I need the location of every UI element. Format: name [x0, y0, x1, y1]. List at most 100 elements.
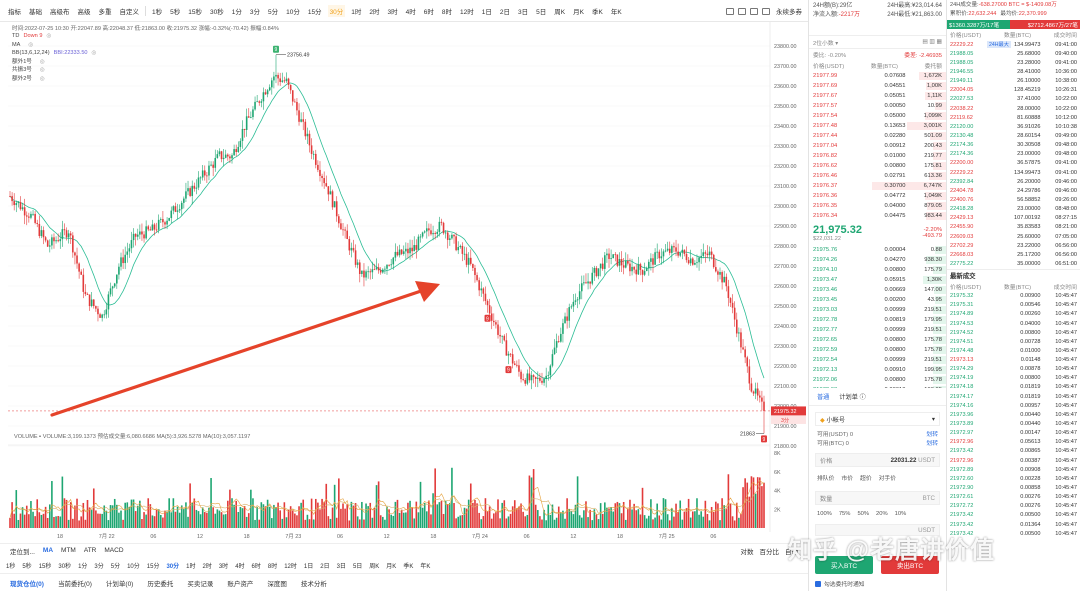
bid-row[interactable]: 21973.47 0.05915 1,30K — [809, 275, 946, 285]
toolbar-item-12[interactable]: 5分 — [267, 8, 279, 16]
indicator-tab-4[interactable]: MACD — [104, 547, 124, 554]
big-order-row[interactable]: 22120.00 36.91026 10:10:38 — [947, 122, 1080, 131]
toolbar-item-8[interactable]: 15秒 — [188, 8, 202, 16]
checkbox-icon[interactable] — [815, 580, 821, 587]
ask-row[interactable]: 21976.36 0.04772 1,049K — [809, 191, 946, 201]
ask-row[interactable]: 21976.46 0.02791 613.36 — [809, 171, 946, 181]
toolbar-item-5[interactable]: 自定义 — [119, 8, 140, 16]
account-tab-7[interactable]: 技术分析 — [300, 580, 327, 588]
big-order-row[interactable]: 22229.22 24H最大 134.99473 09:41:00 — [947, 40, 1080, 49]
scale-option-0[interactable]: 对数 — [740, 548, 754, 556]
big-order-row[interactable]: 22668.03 25.17200 06:56:00 — [947, 250, 1080, 259]
interval-tab-5[interactable]: 3分 — [94, 563, 104, 570]
eye-icon[interactable]: ◎ — [39, 75, 45, 82]
account-tab-4[interactable]: 买卖记录 — [187, 580, 214, 588]
toolbar-item-14[interactable]: 15分 — [307, 8, 322, 16]
sell-button[interactable]: 卖出BTC — [881, 556, 939, 574]
bid-row[interactable]: 21972.59 0.00800 175.78 — [809, 345, 946, 355]
price-field[interactable]: 价格 22031.22 USDT — [815, 453, 940, 467]
toolbar-item-26[interactable]: 5日 — [536, 8, 547, 16]
interval-tab-3[interactable]: 30秒 — [58, 563, 72, 570]
big-order-row[interactable]: 22174.36 23.00000 09:48:00 — [947, 150, 1080, 159]
big-order-row[interactable]: 22119.62 81.60888 10:12:00 — [947, 113, 1080, 122]
interval-tab-8[interactable]: 15分 — [146, 563, 160, 570]
buy-button[interactable]: 买入BTC — [815, 556, 873, 574]
ask-row[interactable]: 21977.57 0.00050 10.99 — [809, 101, 946, 111]
toolbar-item-10[interactable]: 1分 — [231, 8, 242, 16]
percent-2[interactable]: 50% — [857, 511, 870, 517]
ask-row[interactable]: 21977.04 0.00912 200.43 — [809, 141, 946, 151]
big-order-row[interactable]: 22429.13 107.00192 08:27:15 — [947, 214, 1080, 223]
interval-tab-12[interactable]: 3时 — [218, 563, 229, 570]
percent-0[interactable]: 100% — [817, 511, 832, 517]
ask-row[interactable]: 21976.35 0.04000 879.05 — [809, 201, 946, 211]
interval-tab-6[interactable]: 5分 — [110, 563, 121, 570]
interval-tab-22[interactable]: 月K — [386, 563, 397, 570]
account-tab-5[interactable]: 账户资产 — [227, 580, 254, 588]
toolbar-item-28[interactable]: 月K — [573, 8, 584, 16]
scale-option-2[interactable]: 自动 — [785, 548, 798, 556]
toolbar-right-label[interactable]: 永续多券 — [776, 9, 802, 16]
total-field[interactable]: USDT — [815, 524, 940, 536]
quick-price-0[interactable]: 排队价 — [817, 476, 835, 482]
interval-tab-18[interactable]: 2日 — [320, 563, 330, 570]
bid-row[interactable]: 21974.26 0.04270 938.30 — [809, 255, 946, 265]
transfer-link-btc[interactable]: 划转 — [926, 441, 938, 447]
interval-tab-13[interactable]: 4时 — [235, 563, 245, 570]
interval-tab-16[interactable]: 12时 — [284, 563, 297, 570]
toolbar-item-21[interactable]: 8时 — [441, 8, 453, 16]
toolbar-item-2[interactable]: 高级布 — [50, 8, 70, 16]
bid-row[interactable]: 21972.54 0.00999 219.51 — [809, 355, 946, 365]
big-order-row[interactable]: 22229.22 134.99473 09:41:00 — [947, 168, 1080, 177]
bid-row[interactable]: 21973.46 0.00669 147.00 — [809, 285, 946, 295]
toolbar-item-9[interactable]: 30秒 — [209, 8, 224, 16]
interval-tab-20[interactable]: 5日 — [352, 563, 363, 570]
indicator-tab-0[interactable]: 定位到... — [10, 548, 35, 556]
big-order-row[interactable]: 22027.53 37.41000 10:22:00 — [947, 95, 1080, 104]
ask-row[interactable]: 21976.37 0.30700 6,747K — [809, 181, 946, 191]
toolbar-item-3[interactable]: 高级 — [77, 8, 91, 16]
indicator-tab-2[interactable]: MTM — [61, 547, 76, 554]
bid-row[interactable]: 21974.10 0.00800 175.79 — [809, 265, 946, 275]
toolbar-item-16[interactable]: 1时 — [351, 8, 362, 16]
account-tab-2[interactable]: 计划单(0) — [105, 580, 134, 588]
toolbar-item-29[interactable]: 季K — [591, 8, 603, 16]
ask-row[interactable]: 21977.99 0.07608 1,672K — [809, 71, 946, 81]
transfer-link-usdt[interactable]: 划转 — [926, 432, 938, 438]
bid-row[interactable]: 21972.65 0.00800 175.78 — [809, 335, 946, 345]
big-order-row[interactable]: 21988.05 23.28000 09:41:00 — [947, 58, 1080, 67]
quick-price-1[interactable]: 市价 — [841, 476, 854, 482]
ask-row[interactable]: 21976.62 0.00800 175.81 — [809, 161, 946, 171]
indicator-tab-1[interactable]: MA — [42, 547, 54, 554]
quick-price-2[interactable]: 超价 — [860, 476, 872, 482]
big-order-row[interactable]: 22775.22 35.00000 06:51:00 — [947, 259, 1080, 268]
percent-4[interactable]: 10% — [894, 511, 907, 517]
candlestick-chart[interactable]: 23800.00 23700.00 23600.00 23500.00 23400.00… — [0, 22, 808, 543]
indicator-tab-3[interactable]: ATR — [83, 547, 97, 554]
toolbar-item-22[interactable]: 12时 — [460, 8, 474, 16]
big-order-row[interactable]: 22418.28 23.00000 08:48:00 — [947, 205, 1080, 214]
big-order-row[interactable]: 21946.55 28.41000 10:36:00 — [947, 67, 1080, 76]
big-order-row[interactable]: 22174.36 30.30508 09:48:00 — [947, 141, 1080, 150]
toolbar-item-11[interactable]: 3分 — [249, 8, 260, 16]
toolbar-item-20[interactable]: 6时 — [423, 8, 434, 16]
toolbar-item-4[interactable]: 多重 — [98, 8, 112, 16]
quick-price-3[interactable]: 对手价 — [878, 476, 897, 482]
eye-icon[interactable]: ◎ — [46, 33, 52, 39]
big-order-row[interactable]: 22455.90 35.83583 08:21:00 — [947, 223, 1080, 232]
settings-icon[interactable] — [738, 7, 746, 15]
eye-icon[interactable]: ◎ — [39, 58, 45, 65]
ask-row[interactable]: 21977.48 0.13653 3,001K — [809, 121, 946, 131]
toolbar-item-7[interactable]: 5秒 — [170, 8, 181, 16]
toolbar-item-27[interactable]: 周K — [554, 8, 566, 16]
big-order-row[interactable]: 22038.22 28.00000 10:22:00 — [947, 104, 1080, 113]
toolbar-item-15[interactable]: 30分 — [327, 4, 346, 17]
account-tab-6[interactable]: 深度图 — [267, 580, 287, 588]
interval-tab-15[interactable]: 8时 — [267, 563, 278, 570]
interval-tab-19[interactable]: 3日 — [336, 563, 346, 570]
ask-row[interactable]: 21976.34 0.04475 983.44 — [809, 211, 946, 221]
toolbar-item-13[interactable]: 10分 — [286, 8, 300, 16]
bid-row[interactable]: 21973.45 0.00200 43.95 — [809, 295, 946, 305]
bid-row[interactable]: 21973.03 0.00999 219.51 — [809, 305, 946, 315]
eye-icon[interactable]: ◎ — [28, 41, 34, 48]
